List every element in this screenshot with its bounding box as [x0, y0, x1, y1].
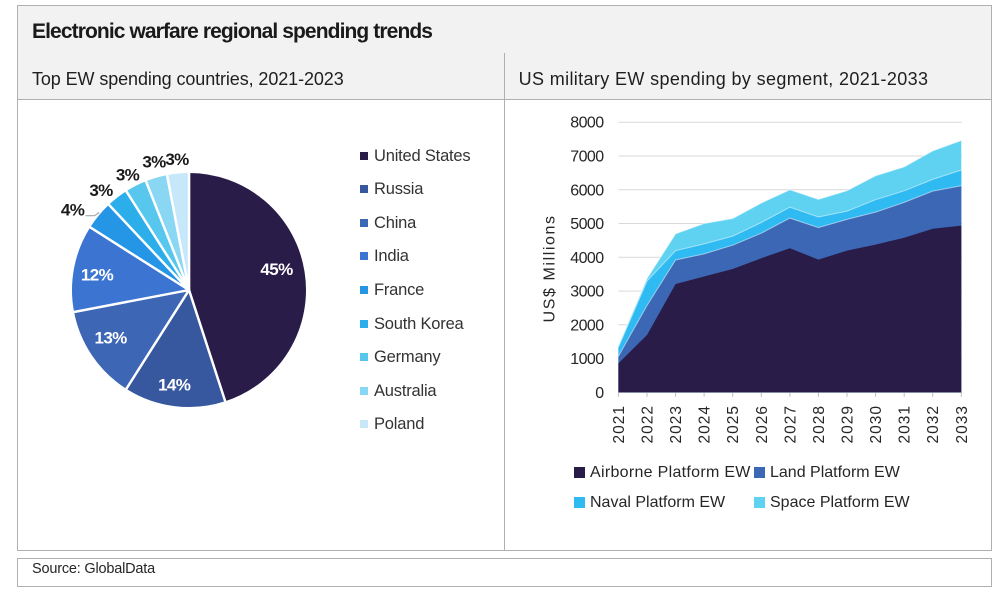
svg-text:7000: 7000 — [570, 149, 604, 166]
svg-text:0: 0 — [595, 385, 604, 402]
svg-text:12%: 12% — [81, 266, 114, 285]
svg-text:5000: 5000 — [570, 216, 604, 233]
svg-text:3000: 3000 — [570, 284, 604, 301]
svg-text:2032: 2032 — [925, 405, 942, 443]
svg-text:3%: 3% — [89, 181, 113, 200]
svg-text:2031: 2031 — [897, 405, 914, 443]
svg-text:13%: 13% — [94, 328, 127, 347]
svg-text:45%: 45% — [260, 260, 293, 279]
svg-text:3%: 3% — [165, 150, 189, 169]
svg-text:US$ Millions: US$ Millions — [542, 214, 559, 322]
svg-text:3%: 3% — [116, 166, 140, 185]
svg-text:2024: 2024 — [697, 405, 714, 443]
svg-text:2027: 2027 — [782, 405, 799, 443]
svg-text:2026: 2026 — [754, 405, 771, 443]
svg-text:2022: 2022 — [640, 405, 657, 443]
svg-text:2033: 2033 — [954, 405, 971, 443]
svg-text:4%: 4% — [61, 200, 85, 219]
svg-text:4000: 4000 — [570, 250, 604, 267]
svg-text:1000: 1000 — [570, 351, 604, 368]
svg-text:2025: 2025 — [725, 405, 742, 443]
svg-text:2030: 2030 — [868, 405, 885, 443]
svg-text:2000: 2000 — [570, 317, 604, 334]
svg-text:2028: 2028 — [811, 405, 828, 443]
svg-text:2029: 2029 — [840, 405, 857, 443]
svg-text:2021: 2021 — [611, 405, 628, 443]
svg-text:3%: 3% — [142, 153, 166, 172]
svg-text:2023: 2023 — [668, 405, 685, 443]
svg-text:14%: 14% — [158, 376, 191, 395]
svg-text:8000: 8000 — [570, 115, 604, 132]
svg-text:6000: 6000 — [570, 182, 604, 199]
